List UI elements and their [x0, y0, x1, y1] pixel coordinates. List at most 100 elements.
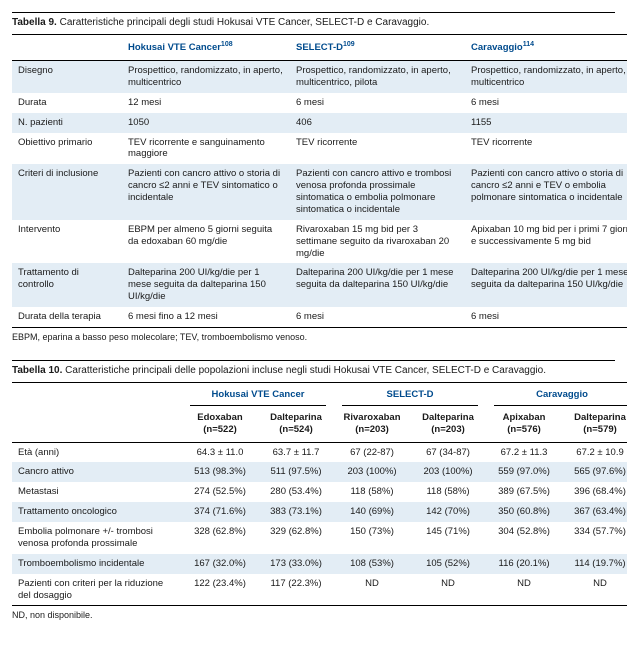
table-cell: 6 mesi: [290, 307, 465, 327]
table-cell: N. pazienti: [12, 113, 122, 133]
table-cell: ND: [410, 574, 486, 606]
table-cell: 67.2 ± 11.3: [486, 442, 562, 462]
table-cell: 396 (68.4%): [562, 482, 627, 502]
table-10-sub-6: Dalteparina (n=579): [562, 408, 627, 442]
table-10-sub-5: Apixaban (n=576): [486, 408, 562, 442]
table-9-block: Tabella 9. Caratteristiche principali de…: [12, 12, 615, 342]
table-10-sub-3: Rivaroxaban (n=203): [334, 408, 410, 442]
table-cell: 334 (57.7%): [562, 522, 627, 554]
table-10-title-prefix: Tabella 10.: [12, 365, 62, 376]
table-9: Hokusai VTE Cancer108 SELECT-D109 Carava…: [12, 34, 627, 328]
table-cell: Dalteparina 200 UI/kg/die per 1 mese seg…: [290, 263, 465, 307]
table-10-footnote: ND, non disponibile.: [12, 606, 615, 620]
table-cell: 140 (69%): [334, 502, 410, 522]
table-cell: 6 mesi fino a 12 mesi: [122, 307, 290, 327]
table-10-title: Tabella 10. Caratteristiche principali d…: [12, 360, 615, 382]
table-9-h1: Hokusai VTE Cancer108: [122, 35, 290, 61]
table-cell: Durata: [12, 93, 122, 113]
table-cell: 367 (63.4%): [562, 502, 627, 522]
table-cell: TEV ricorrente: [465, 133, 627, 165]
table-row: Metastasi274 (52.5%)280 (53.4%)118 (58%)…: [12, 482, 627, 502]
table-cell: 108 (53%): [334, 554, 410, 574]
table-cell: 1050: [122, 113, 290, 133]
table-cell: 122 (23.4%): [182, 574, 258, 606]
table-cell: 274 (52.5%): [182, 482, 258, 502]
table-cell: Prospettico, randomizzato, in aperto, mu…: [122, 61, 290, 93]
table-10: Hokusai VTE Cancer SELECT-D Caravaggio E…: [12, 382, 627, 607]
table-cell: 389 (67.5%): [486, 482, 562, 502]
table-cell: 203 (100%): [410, 462, 486, 482]
table-cell: Pazienti con cancro attivo e trombosi ve…: [290, 164, 465, 220]
table-cell: 145 (71%): [410, 522, 486, 554]
table-10-group-blank: [12, 382, 182, 407]
table-cell: Disegno: [12, 61, 122, 93]
table-cell: 374 (71.6%): [182, 502, 258, 522]
table-10-title-rest: Caratteristiche principali delle popolaz…: [62, 365, 546, 376]
table-cell: Tromboembolismo incidentale: [12, 554, 182, 574]
table-cell: 116 (20.1%): [486, 554, 562, 574]
table-cell: 105 (52%): [410, 554, 486, 574]
table-cell: 304 (52.8%): [486, 522, 562, 554]
table-10-body: Età (anni)64.3 ± 11.063.7 ± 11.767 (22-8…: [12, 442, 627, 606]
table-cell: ND: [334, 574, 410, 606]
table-cell: 329 (62.8%): [258, 522, 334, 554]
table-cell: 383 (73.1%): [258, 502, 334, 522]
table-cell: ND: [486, 574, 562, 606]
table-cell: 167 (32.0%): [182, 554, 258, 574]
table-cell: 6 mesi: [465, 307, 627, 327]
table-row: N. pazienti10504061155: [12, 113, 627, 133]
table-row: Criteri di inclusionePazienti con cancro…: [12, 164, 627, 220]
table-9-body: DisegnoProspettico, randomizzato, in ape…: [12, 61, 627, 328]
table-cell: 142 (70%): [410, 502, 486, 522]
table-9-h2: SELECT-D109: [290, 35, 465, 61]
table-10-group-1: SELECT-D: [334, 382, 486, 407]
table-10-group-row: Hokusai VTE Cancer SELECT-D Caravaggio: [12, 382, 627, 407]
table-cell: Intervento: [12, 220, 122, 264]
table-cell: Dalteparina 200 UI/kg/die per 1 mese seg…: [122, 263, 290, 307]
table-cell: 114 (19.7%): [562, 554, 627, 574]
table-cell: Durata della terapia: [12, 307, 122, 327]
table-cell: 117 (22.3%): [258, 574, 334, 606]
table-cell: 513 (98.3%): [182, 462, 258, 482]
table-cell: Apixaban 10 mg bid per i primi 7 giorni …: [465, 220, 627, 264]
table-10-sub-0: [12, 408, 182, 442]
table-cell: 67 (22-87): [334, 442, 410, 462]
table-10-sub-2: Dalteparina (n=524): [258, 408, 334, 442]
table-cell: Metastasi: [12, 482, 182, 502]
table-10-group-2: Caravaggio: [486, 382, 627, 407]
table-9-title-prefix: Tabella 9.: [12, 17, 57, 28]
table-row: Età (anni)64.3 ± 11.063.7 ± 11.767 (22-8…: [12, 442, 627, 462]
table-9-header-row: Hokusai VTE Cancer108 SELECT-D109 Carava…: [12, 35, 627, 61]
table-cell: 67 (34-87): [410, 442, 486, 462]
table-10-sub-row: Edoxaban (n=522) Dalteparina (n=524) Riv…: [12, 408, 627, 442]
table-cell: Trattamento di controllo: [12, 263, 122, 307]
table-cell: 118 (58%): [334, 482, 410, 502]
table-cell: Cancro attivo: [12, 462, 182, 482]
table-cell: 64.3 ± 11.0: [182, 442, 258, 462]
table-cell: EBPM per almeno 5 giorni seguita da edox…: [122, 220, 290, 264]
table-cell: Rivaroxaban 15 mg bid per 3 settimane se…: [290, 220, 465, 264]
table-row: Embolia polmonare +/- trombosi venosa pr…: [12, 522, 627, 554]
table-cell: Trattamento oncologico: [12, 502, 182, 522]
table-cell: 511 (97.5%): [258, 462, 334, 482]
table-row: Tromboembolismo incidentale167 (32.0%)17…: [12, 554, 627, 574]
table-cell: 559 (97.0%): [486, 462, 562, 482]
table-row: DisegnoProspettico, randomizzato, in ape…: [12, 61, 627, 93]
table-cell: 63.7 ± 11.7: [258, 442, 334, 462]
table-10-group-0: Hokusai VTE Cancer: [182, 382, 334, 407]
table-cell: Pazienti con cancro attivo o storia di c…: [465, 164, 627, 220]
table-cell: Età (anni): [12, 442, 182, 462]
table-cell: 173 (33.0%): [258, 554, 334, 574]
table-row: InterventoEBPM per almeno 5 giorni segui…: [12, 220, 627, 264]
table-9-h3: Caravaggio114: [465, 35, 627, 61]
table-cell: Pazienti con cancro attivo o storia di c…: [122, 164, 290, 220]
table-cell: Pazienti con criteri per la riduzione de…: [12, 574, 182, 606]
table-cell: 6 mesi: [465, 93, 627, 113]
table-cell: 565 (97.6%): [562, 462, 627, 482]
table-cell: 1155: [465, 113, 627, 133]
table-cell: Prospettico, randomizzato, in aperto, mu…: [290, 61, 465, 93]
table-cell: 406: [290, 113, 465, 133]
table-cell: 6 mesi: [290, 93, 465, 113]
table-cell: 12 mesi: [122, 93, 290, 113]
table-9-title: Tabella 9. Caratteristiche principali de…: [12, 12, 615, 34]
